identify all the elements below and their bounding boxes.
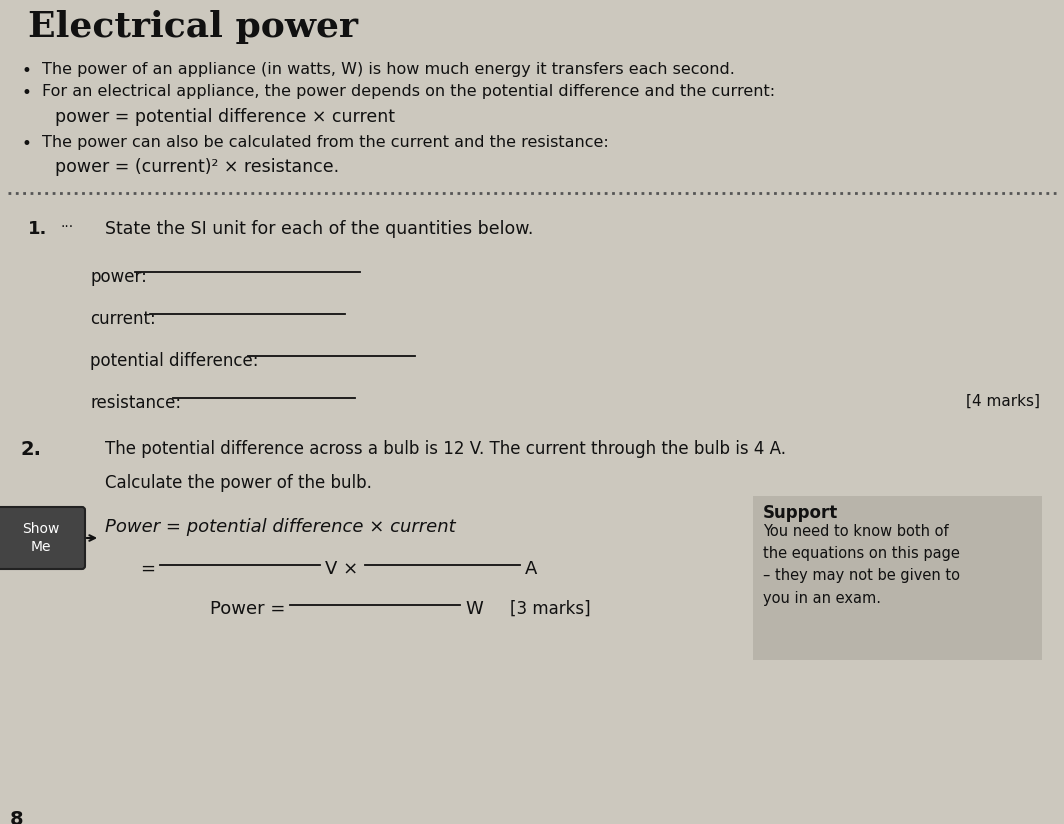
- Text: Power =: Power =: [210, 600, 285, 618]
- Text: The potential difference across a bulb is 12 V. The current through the bulb is : The potential difference across a bulb i…: [105, 440, 786, 458]
- Text: 8: 8: [10, 810, 23, 824]
- Text: current:: current:: [90, 310, 155, 328]
- Text: V ×: V ×: [325, 560, 359, 578]
- Text: •: •: [22, 135, 32, 153]
- Text: power:: power:: [90, 268, 147, 286]
- Text: 1.: 1.: [28, 220, 48, 238]
- FancyBboxPatch shape: [753, 496, 1042, 660]
- FancyBboxPatch shape: [0, 507, 85, 569]
- Text: ···: ···: [60, 220, 73, 234]
- Text: power = potential difference × current: power = potential difference × current: [55, 108, 395, 126]
- Text: The power can also be calculated from the current and the resistance:: The power can also be calculated from th…: [41, 135, 609, 150]
- Text: [3 marks]: [3 marks]: [510, 600, 591, 618]
- Text: 2.: 2.: [20, 440, 41, 459]
- Text: A: A: [525, 560, 537, 578]
- Text: power = (current)² × resistance.: power = (current)² × resistance.: [55, 158, 339, 176]
- Text: •: •: [22, 84, 32, 102]
- Text: State the SI unit for each of the quantities below.: State the SI unit for each of the quanti…: [105, 220, 533, 238]
- Text: Calculate the power of the bulb.: Calculate the power of the bulb.: [105, 474, 372, 492]
- Text: Electrical power: Electrical power: [28, 10, 358, 44]
- Text: =: =: [140, 560, 155, 578]
- Text: Show
Me: Show Me: [22, 522, 60, 554]
- Text: Support: Support: [763, 504, 838, 522]
- Text: •: •: [22, 62, 32, 80]
- Text: For an electrical appliance, the power depends on the potential difference and t: For an electrical appliance, the power d…: [41, 84, 776, 99]
- Text: resistance:: resistance:: [90, 394, 181, 412]
- Text: Power = potential difference × current: Power = potential difference × current: [105, 518, 455, 536]
- Text: The power of an appliance (in watts, W) is how much energy it transfers each sec: The power of an appliance (in watts, W) …: [41, 62, 735, 77]
- Text: [4 marks]: [4 marks]: [966, 394, 1040, 409]
- Text: potential difference:: potential difference:: [90, 352, 259, 370]
- Text: W: W: [465, 600, 483, 618]
- Text: You need to know both of
the equations on this page
– they may not be given to
y: You need to know both of the equations o…: [763, 524, 960, 606]
